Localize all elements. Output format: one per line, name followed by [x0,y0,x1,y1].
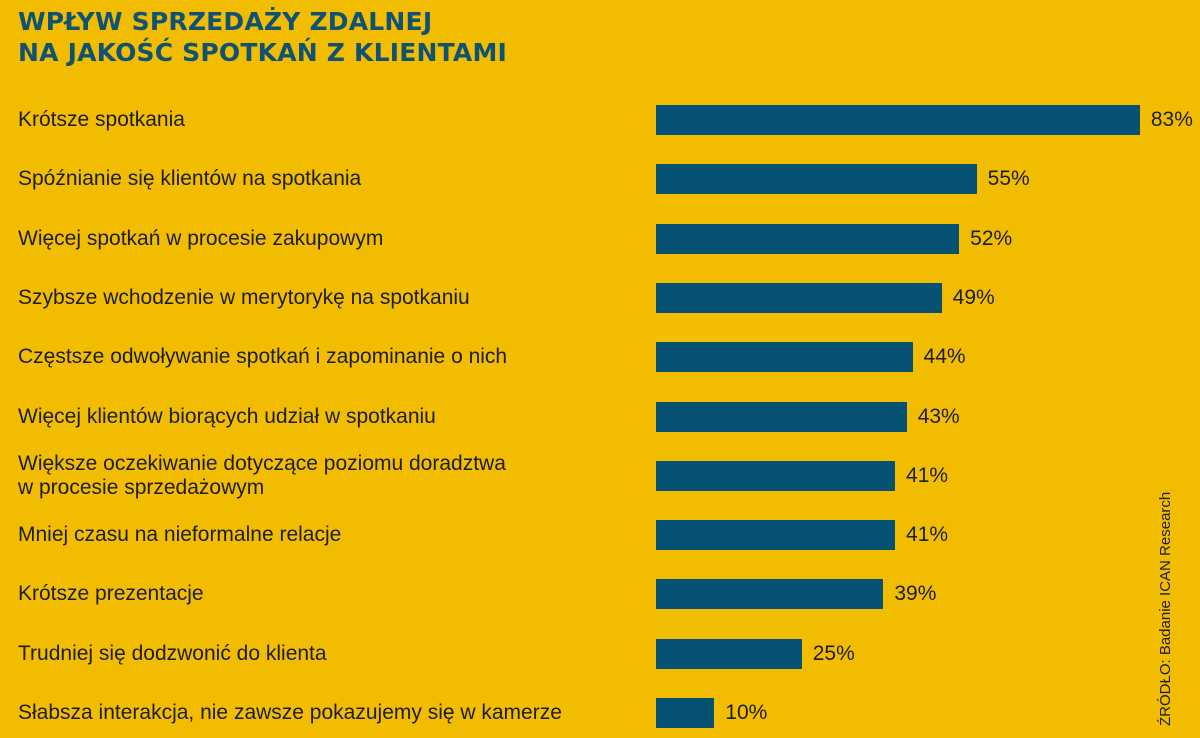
value-label: 83% [1150,108,1193,131]
value-label: 49% [952,285,995,309]
bar [656,223,960,254]
value-label: 25% [812,641,855,665]
category-label: Więcej klientów biorących udział w spotk… [18,405,628,429]
value-label: 41% [906,463,949,487]
category-label-line: Trudniej się dodzwonić do klienta [18,641,327,665]
value-label: 44% [923,345,966,369]
category-label-line: Spóźnianie się klientów na spotkania [18,167,362,191]
chart-title-line-2: NA JAKOŚĆ SPOTKAŃ Z KLIENTAMI [18,38,508,67]
category-label: Słabsza interakcja, nie zawsze pokazujem… [18,701,628,725]
category-label-line: Krótsze spotkania [18,108,185,131]
bar [656,698,715,728]
bar [656,164,977,195]
bar [656,282,942,313]
category-label: Większe oczekiwanie dotyczące poziomu do… [18,452,628,500]
category-label-line: Częstsze odwoływanie spotkań i zapominan… [18,345,508,369]
bar [656,638,802,669]
value-label: 43% [917,404,960,428]
chart-title: WPŁYW SPRZEDAŻY ZDALNEJ NA JAKOŚĆ SPOTKA… [18,6,507,68]
category-label: Więcej spotkań w procesie zakupowym [18,227,628,251]
category-label-line: Słabsza interakcja, nie zawsze pokazujem… [18,701,562,724]
source-note: ŹRÓDŁO: Badanie ICAN Research [1157,491,1174,726]
category-label: Mniej czasu na nieformalne relacje [18,523,628,547]
bar [656,520,896,551]
category-label-line: Więcej klientów biorących udział w spotk… [18,404,436,428]
category-label-line: w procesie sprzedażowym [18,475,265,499]
category-label-line: Krótsze prezentacje [18,582,204,606]
category-label-line: Mniej czasu na nieformalne relacje [18,523,342,547]
chart-title-line-1: WPŁYW SPRZEDAŻY ZDALNEJ [18,7,433,36]
bar [656,579,884,610]
value-label: 41% [906,523,949,547]
bar [656,401,907,432]
category-label: Częstsze odwoływanie spotkań i zapominan… [18,345,628,369]
bar [656,105,1140,135]
category-label-line: Większe oczekiwanie dotyczące poziomu do… [18,451,506,475]
bar [656,460,896,491]
bar [656,342,913,373]
category-label-line: Więcej spotkań w procesie zakupowym [18,226,384,250]
category-label: Trudniej się dodzwonić do klienta [18,642,628,666]
value-label: 55% [987,167,1030,191]
category-label: Szybsze wchodzenie w merytorykę na spotk… [18,286,628,310]
category-label: Spóźnianie się klientów na spotkania [18,167,628,191]
value-label: 39% [894,582,937,606]
category-label: Krótsze spotkania [18,108,628,132]
category-label: Krótsze prezentacje [18,582,628,606]
value-label: 52% [970,226,1013,250]
category-label-line: Szybsze wchodzenie w merytorykę na spotk… [18,285,470,309]
value-label: 10% [725,701,768,724]
